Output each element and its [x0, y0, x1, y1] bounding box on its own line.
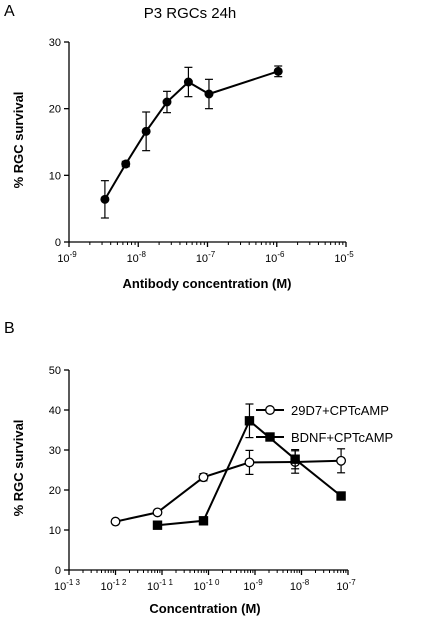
panel-a-series-0-point: [162, 97, 172, 107]
panel-a-title: P3 RGCs 24h: [144, 5, 237, 22]
panel-b-xtick-base: 10: [54, 581, 66, 593]
panel-a-ytick-label: 10: [49, 170, 61, 182]
panel-b-xtick-exp: -1 1: [159, 578, 173, 587]
panel-b-series-0-point: [198, 472, 209, 483]
panel-b-xlabel: Concentration (M): [149, 601, 260, 616]
panel-a-series-0-point: [204, 89, 214, 99]
panel-b-series-0-point: [152, 507, 163, 518]
panel-a-xlabel: Antibody concentration (M): [123, 276, 292, 291]
panel-a-xtick-base: 10: [57, 253, 69, 265]
panel-a-ytick-label: 0: [55, 237, 61, 249]
panel-b-xtick-base: 10: [147, 581, 159, 593]
panel-a-xtick-base: 10: [127, 253, 139, 265]
panel-b-xtick-exp: -1 0: [206, 578, 220, 587]
panel-b-xtick-label: 10-1 3: [54, 578, 81, 593]
panel-a-series-0-point: [141, 126, 151, 136]
panel-b-xtick-exp: -1 3: [66, 578, 80, 587]
panel-b-label: B: [4, 320, 15, 337]
panel-b-xtick-label: 10-9: [243, 578, 263, 593]
panel-a-series-0-point: [100, 194, 110, 204]
panel-b-series-1-point: [198, 516, 209, 526]
panel-a-xtick-base: 10: [196, 253, 208, 265]
panel-b-xtick-label: 10-8: [290, 578, 310, 593]
panel-b-xtick-label: 10-1 1: [147, 578, 174, 593]
panel-a-xtick-exp: -5: [347, 250, 355, 259]
panel-b-ytick-label: 20: [49, 485, 61, 497]
panel-a-xtick-label: 10-5: [334, 250, 354, 265]
panel-b-xtick-base: 10: [100, 581, 112, 593]
panel-a-ytick-label: 20: [49, 104, 61, 116]
panel-b-ytick-label: 10: [49, 525, 61, 537]
panel-b-xtick-base: 10: [290, 581, 302, 593]
panel-b-series-0-point: [336, 455, 347, 466]
panel-a-xtick-base: 10: [265, 253, 277, 265]
panel-b-xtick-base: 10: [193, 581, 205, 593]
legend-label: 29D7+CPTcAMP: [291, 403, 389, 418]
panel-b-xtick-exp: -8: [302, 578, 310, 587]
panel-a-ytick-label: 30: [49, 37, 61, 49]
legend-marker: [265, 405, 275, 415]
panel-a-label: A: [4, 3, 15, 20]
panel-a-xtick-exp: -6: [277, 250, 285, 259]
panel-b-xtick-exp: -9: [256, 578, 264, 587]
panel-b-series-1-point: [244, 416, 255, 426]
panel-b-xtick-label: 10-1 0: [193, 578, 220, 593]
panel-a-xtick-label: 10-7: [196, 250, 216, 265]
panel-a-xtick-exp: -7: [208, 250, 216, 259]
panel-b-xtick-label: 10-7: [336, 578, 356, 593]
panel-a-xtick-base: 10: [334, 253, 346, 265]
panel-b-xtick-exp: -1 2: [113, 578, 127, 587]
panel-b-series-1-point: [336, 491, 346, 501]
panel-a-xtick-exp: -9: [70, 250, 78, 259]
panel-a-series-0-point: [121, 159, 131, 169]
panel-b-ytick-label: 0: [55, 565, 61, 577]
panel-a-series-0-point: [273, 66, 283, 76]
panel-b-xtick-base: 10: [336, 581, 348, 593]
panel-a-series-0-line: [104, 70, 279, 200]
panel-a-xtick-exp: -8: [139, 250, 147, 259]
panel-b-xtick-label: 10-1 2: [100, 578, 127, 593]
legend-marker: [265, 432, 275, 442]
panel-a-xtick-label: 10-8: [127, 250, 147, 265]
panel-b-xtick-exp: -7: [349, 578, 357, 587]
panel-b-series-1-point: [290, 454, 300, 464]
panel-b-ylabel: % RGC survival: [11, 420, 26, 517]
panel-a-series-0-point: [183, 77, 193, 87]
panel-b-ytick-label: 30: [49, 445, 61, 457]
legend-label: BDNF+CPTcAMP: [291, 430, 393, 445]
panel-b-xtick-base: 10: [243, 581, 255, 593]
panel-a-xtick-label: 10-6: [265, 250, 285, 265]
panel-b-series-1-point: [152, 520, 163, 530]
panel-b-series-0-point: [110, 516, 121, 527]
panel-a-xtick-label: 10-9: [57, 250, 77, 265]
panel-b-ytick-label: 50: [49, 365, 61, 377]
panel-b-series-0-point: [244, 457, 255, 468]
panel-b-ytick-label: 40: [49, 405, 61, 417]
panel-a-ylabel: % RGC survival: [11, 92, 26, 189]
